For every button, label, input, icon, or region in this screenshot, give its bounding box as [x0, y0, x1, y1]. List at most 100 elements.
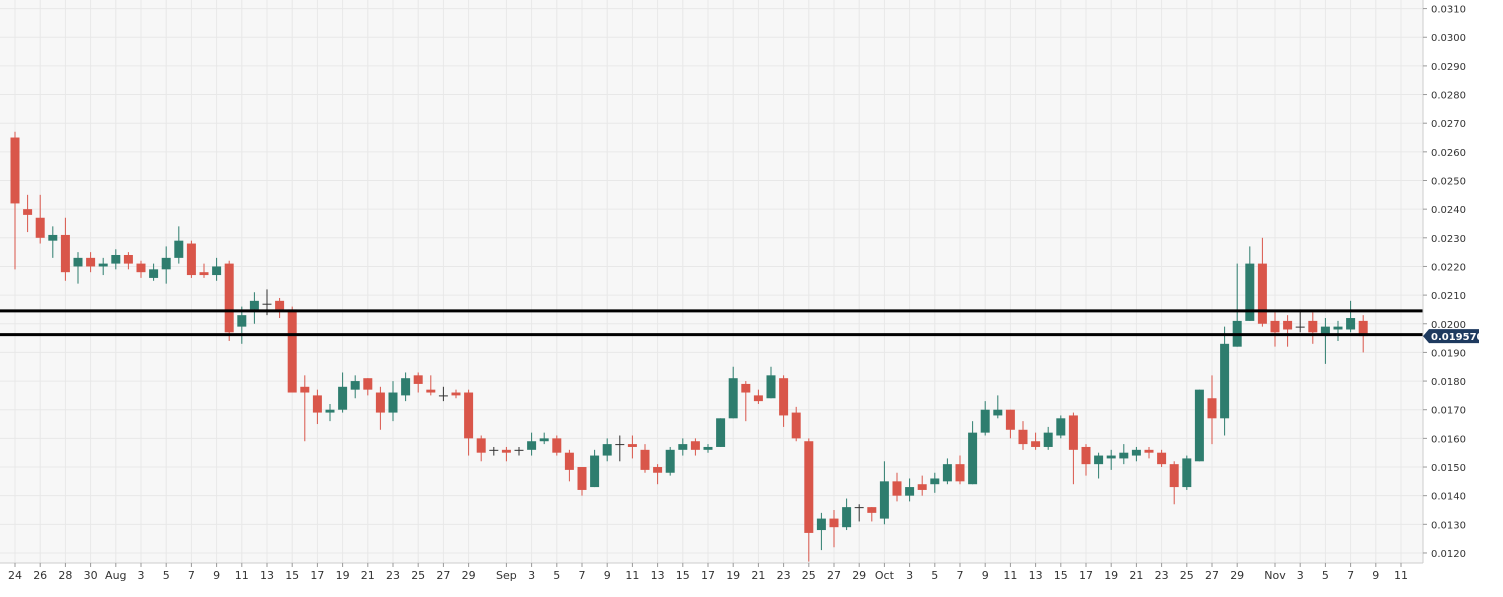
candle	[338, 372, 348, 413]
candle-body	[275, 300, 285, 310]
candle-body	[791, 412, 801, 439]
x-tick-label: 11	[235, 569, 249, 582]
candle-body	[1081, 446, 1091, 465]
candle-body	[1131, 449, 1141, 456]
candle	[1106, 449, 1116, 470]
candle	[1220, 326, 1230, 436]
x-tick-label: 29	[852, 569, 866, 582]
y-axis: 0.0120 0.0130 0.0140 0.0150 0.0160 0.0170 0.01…	[1422, 0, 1466, 563]
candle	[678, 438, 688, 456]
candle-body	[174, 240, 184, 258]
x-tick-label: Nov	[1264, 569, 1286, 582]
y-tick-label: 0.0270	[1431, 119, 1466, 130]
candle-body	[73, 257, 83, 267]
candle	[728, 366, 738, 419]
candle-body	[237, 315, 247, 327]
x-tick-label: 25	[802, 569, 816, 582]
candle-body	[1333, 326, 1343, 330]
candle-body	[552, 438, 562, 453]
candle	[892, 472, 902, 502]
candle	[111, 249, 121, 270]
grid-lines	[0, 0, 1423, 563]
candle-body	[1031, 441, 1041, 447]
candle-body	[501, 449, 511, 453]
y-tick-label: 0.0140	[1431, 492, 1466, 503]
x-tick-label: 11	[1394, 569, 1408, 582]
candle	[60, 217, 70, 281]
candle-body	[1056, 418, 1066, 436]
candle	[1194, 389, 1204, 462]
candle-body	[60, 234, 70, 273]
candle-body	[955, 464, 965, 482]
candle-body	[10, 137, 20, 204]
y-tick-label: 0.0310	[1431, 5, 1466, 16]
candle-body	[716, 418, 726, 447]
candle-body	[766, 375, 776, 399]
candle	[1333, 320, 1343, 341]
x-tick-label: 3	[1297, 569, 1304, 582]
x-tick-label: 3	[906, 569, 913, 582]
x-tick-label: 3	[138, 569, 145, 582]
x-tick-label: 19	[1104, 569, 1118, 582]
x-tick-label: 21	[751, 569, 765, 582]
candle-body	[375, 392, 385, 413]
x-tick-label: 13	[260, 569, 274, 582]
candle	[300, 375, 310, 442]
candle	[123, 252, 133, 270]
candle-body	[451, 392, 461, 396]
candle-body	[1220, 343, 1230, 419]
x-tick-label: 17	[310, 569, 324, 582]
candle	[249, 292, 259, 324]
candle	[602, 438, 612, 462]
candle	[514, 446, 524, 456]
y-tick-label: 0.0260	[1431, 148, 1466, 159]
candle	[1005, 409, 1015, 439]
y-tick-label: 0.0220	[1431, 262, 1466, 273]
candle	[1056, 415, 1066, 439]
candle	[1031, 432, 1041, 450]
candle-body	[690, 441, 700, 450]
x-tick-label: 27	[827, 569, 841, 582]
candle-body	[338, 386, 348, 410]
candle	[1018, 421, 1028, 450]
candle-body	[942, 464, 952, 482]
x-tick-label: 30	[84, 569, 98, 582]
x-tick-label: 5	[553, 569, 560, 582]
x-tick-label: 27	[1205, 569, 1219, 582]
candle-body	[1320, 326, 1330, 336]
candle-body	[1182, 458, 1192, 488]
candle	[564, 449, 574, 482]
candle	[879, 461, 889, 525]
x-tick-label: 17	[1079, 569, 1093, 582]
candle	[779, 375, 789, 427]
candle-body	[111, 254, 121, 264]
candle-body	[539, 438, 549, 442]
candle	[312, 389, 322, 425]
candle	[1094, 452, 1104, 479]
candle-body	[703, 446, 713, 450]
candle	[1131, 446, 1141, 462]
x-tick-label: 21	[1129, 569, 1143, 582]
candle-body	[980, 409, 990, 433]
candle-body	[1157, 452, 1167, 465]
candle	[1320, 318, 1330, 364]
candle-body	[905, 487, 915, 496]
candle	[426, 375, 436, 396]
candle-body	[287, 309, 297, 393]
candle-body	[249, 300, 259, 310]
candle	[224, 260, 234, 341]
candle	[1346, 300, 1356, 333]
candle	[1169, 461, 1179, 505]
candle	[942, 458, 952, 485]
x-tick-label: 11	[625, 569, 639, 582]
candle	[842, 498, 852, 531]
x-tick-label: Sep	[496, 569, 517, 582]
x-tick-label: 7	[579, 569, 586, 582]
candle	[690, 438, 700, 456]
candle	[791, 406, 801, 442]
candle	[48, 226, 58, 258]
x-tick-label: 15	[285, 569, 299, 582]
candle-body	[854, 507, 864, 509]
